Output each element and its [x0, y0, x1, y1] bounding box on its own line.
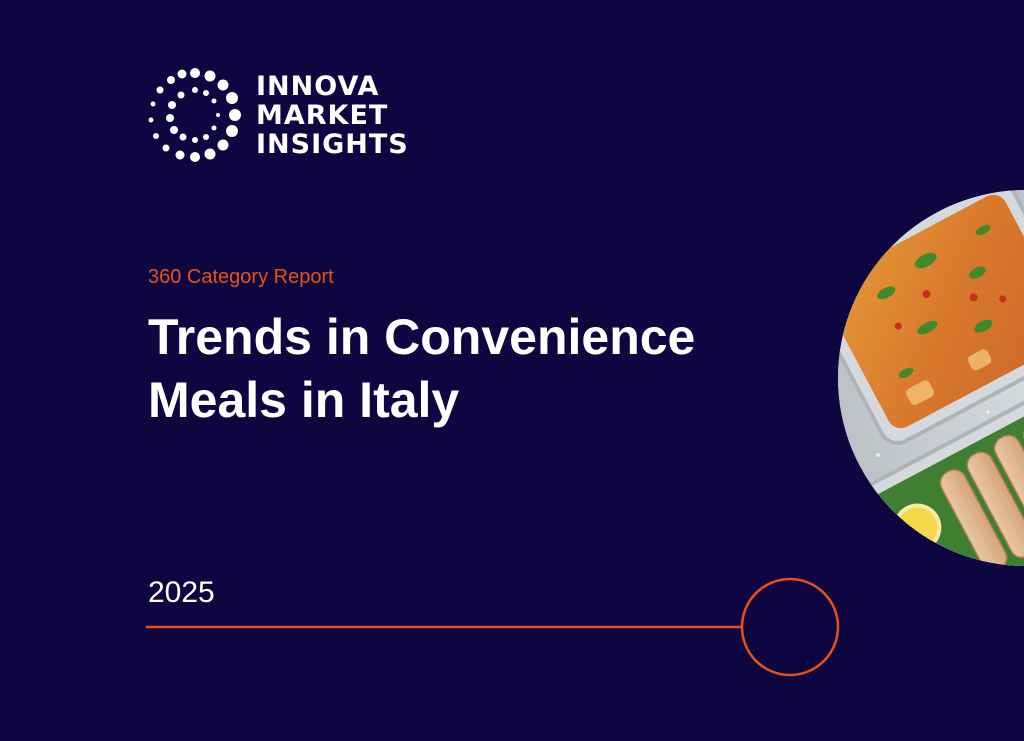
brand-name-line: INSIGHTS	[256, 129, 409, 160]
dotted-circle-logo-icon	[148, 68, 241, 162]
title-line: Meals in Italy	[148, 372, 460, 428]
brand-name: INNOVA MARKET INSIGHTS	[256, 72, 409, 159]
title-line: Trends in Convenience	[148, 309, 696, 365]
report-kicker: 360 Category Report	[148, 266, 334, 288]
report-year: 2025	[148, 576, 215, 609]
brand-logo: INNOVA MARKET INSIGHTS	[148, 68, 418, 163]
timeline-decoration	[146, 577, 840, 677]
page-title: Trends in Convenience Meals in Italy	[148, 306, 788, 432]
food-photo	[838, 190, 1024, 566]
brand-name-line: INNOVA	[256, 71, 380, 102]
meal-trays-illustration	[838, 190, 1024, 566]
brand-name-line: MARKET	[256, 100, 389, 131]
